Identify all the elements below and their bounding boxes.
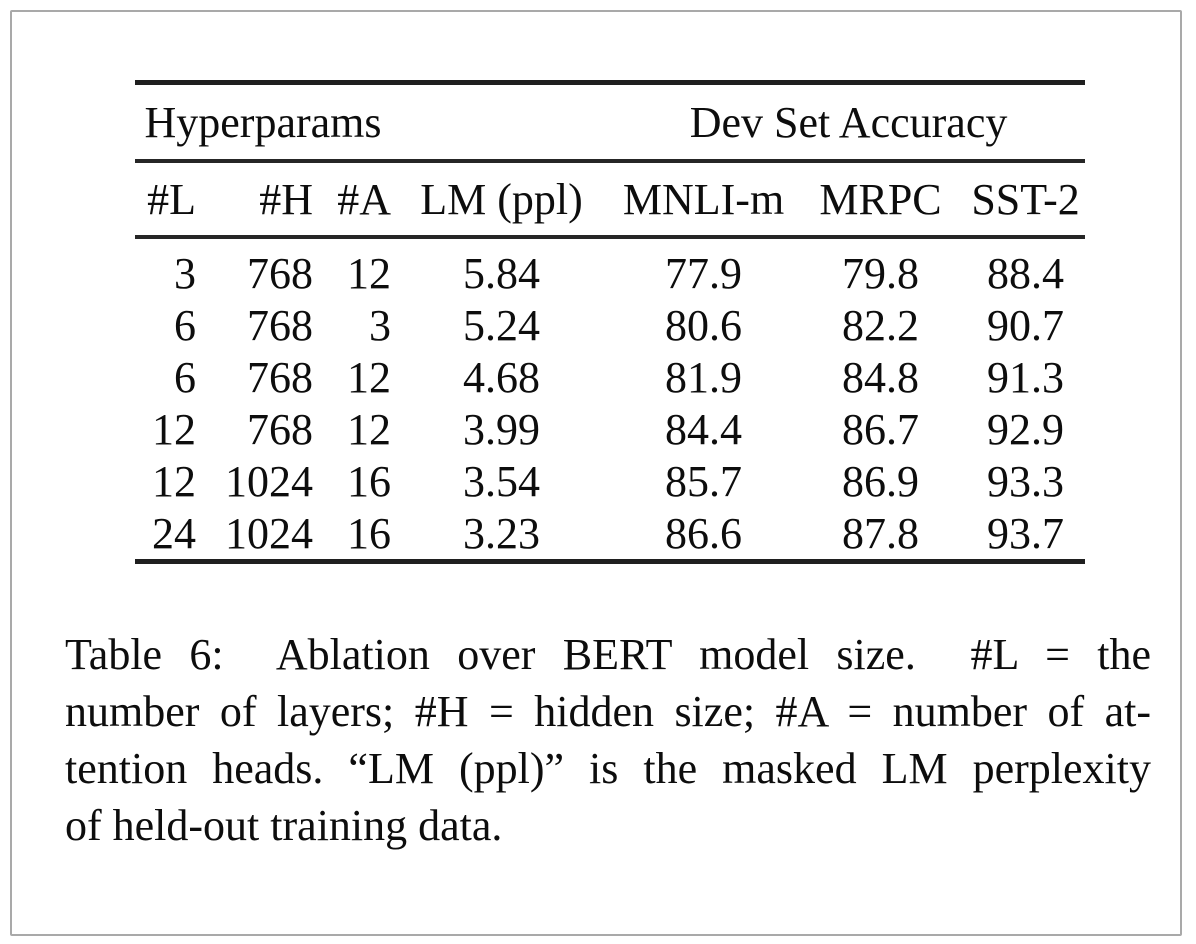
caption-line: tention heads. “LM (ppl)” is the masked …: [65, 744, 1151, 793]
table-cell: 16: [347, 456, 392, 506]
table-cell: 12: [347, 404, 392, 454]
table-row: 6 768 12 4.68 81.9 84.8 91.3: [135, 351, 1085, 403]
table-cell: 12: [347, 352, 392, 402]
caption-line: Table 6: Ablation over BERT model size. …: [65, 630, 1151, 679]
column-header-lm-ppl-: LM (ppl): [391, 161, 613, 239]
table-cell: 16: [347, 508, 392, 558]
table-cell: 12: [152, 456, 196, 506]
table-cell: 91.3: [987, 352, 1065, 402]
column-header--l: #L: [135, 161, 196, 239]
table-body: 3 768 12 5.84 77.9 79.8 88.4 6 768 3 5.24 80.6 82.2 9…: [135, 237, 1085, 562]
table-cell: 6: [174, 352, 196, 402]
table-cell: 77.9: [665, 248, 743, 298]
table-cell: 85.7: [665, 456, 743, 506]
column-header-mnli-m: MNLI-m: [612, 161, 796, 239]
column-header--a: #A: [313, 161, 392, 239]
group-header-hyperparams: Hyperparams: [135, 82, 392, 163]
table-cell: 3.99: [463, 404, 541, 454]
column-header-mrpc: MRPC: [795, 161, 967, 239]
table-cell: 24: [152, 508, 196, 558]
caption-line: number of layers; #H = hidden size; #A =…: [65, 687, 1151, 736]
group-header-dev-set-accuracy: Dev Set Accuracy: [612, 82, 1086, 163]
table-row: 6 768 3 5.24 80.6 82.2 90.7: [135, 299, 1085, 351]
table-cell: 80.6: [665, 300, 743, 350]
table-cell: 86.6: [665, 508, 743, 558]
table-cell: 84.4: [665, 404, 743, 454]
table-cell: 93.3: [987, 456, 1065, 506]
table-cell: 3: [369, 300, 392, 350]
column-header-row: #L #H #A LM (ppl) MNLI-m MRPC SST-2: [135, 161, 1086, 239]
table-cell: 3: [174, 248, 196, 298]
table-cell: 87.8: [842, 508, 920, 558]
table-cell: 3.23: [463, 508, 541, 558]
table-cell: 768: [247, 248, 313, 298]
table-cell: 12: [152, 404, 196, 454]
caption-line: of held-out training data.: [65, 801, 503, 850]
table-cell: 5.84: [463, 248, 541, 298]
results-table: Hyperparams Dev Set Accuracy #L #H #A LM (ppl…: [135, 80, 1086, 564]
table-cell: 12: [347, 248, 392, 298]
table-cell: 6: [174, 300, 196, 350]
group-header-row: Hyperparams Dev Set Accuracy: [135, 82, 1086, 163]
table-row: 24 1024 16 3.23 86.6 87.8 93.7: [135, 507, 1085, 562]
table-cell: 4.68: [463, 352, 541, 402]
table-row: 12 1024 16 3.54 85.7 86.9 93.3: [135, 455, 1085, 507]
table-caption: Table 6: Ablation over BERT model size. …: [65, 626, 1151, 854]
table-cell: 86.7: [842, 404, 920, 454]
table-cell: 3.54: [463, 456, 541, 506]
table-row: 3 768 12 5.84 77.9 79.8 88.4: [135, 237, 1085, 299]
table-cell: 768: [247, 352, 313, 402]
table-cell: 768: [247, 300, 313, 350]
table-head: Hyperparams Dev Set Accuracy #L #H #A LM (ppl…: [135, 82, 1086, 239]
table-cell: 5.24: [463, 300, 541, 350]
table-cell: 79.8: [842, 248, 920, 298]
table-cell: 82.2: [842, 300, 920, 350]
table-cell: 88.4: [987, 248, 1065, 298]
table-cell: 81.9: [665, 352, 743, 402]
figure-frame: Hyperparams Dev Set Accuracy #L #H #A LM (ppl…: [10, 10, 1182, 936]
column-header--h: #H: [196, 161, 313, 239]
column-header-sst-2: SST-2: [966, 161, 1086, 239]
table-cell: 90.7: [987, 300, 1065, 350]
table-cell: 92.9: [987, 404, 1065, 454]
table-cell: 1024: [225, 508, 313, 558]
table-row: 12 768 12 3.99 84.4 86.7 92.9: [135, 403, 1085, 455]
table-cell: 93.7: [987, 508, 1065, 558]
table-cell: 84.8: [842, 352, 920, 402]
table-cell: 768: [247, 404, 313, 454]
group-header-spacer: [391, 82, 613, 163]
table-cell: 86.9: [842, 456, 920, 506]
table-cell: 1024: [225, 456, 313, 506]
